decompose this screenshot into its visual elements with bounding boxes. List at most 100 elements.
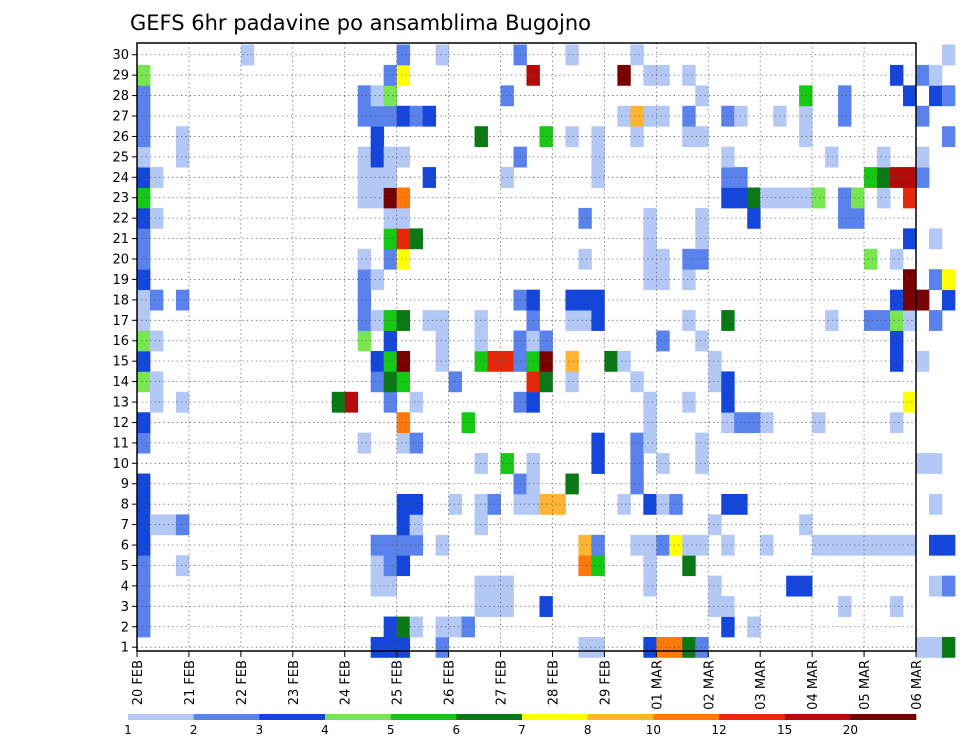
- y-axis: 1234567891011121314151617181920212223242…: [112, 48, 137, 656]
- heatmap-cell: [682, 126, 696, 148]
- heatmap-cell: [137, 126, 151, 148]
- heatmap-cell: [370, 126, 385, 148]
- heatmap-cell: [851, 207, 865, 229]
- heatmap-cell: [708, 596, 722, 617]
- heatmap-cell: [137, 269, 151, 291]
- heatmap-cell: [682, 534, 696, 556]
- heatmap-cell: [941, 269, 956, 291]
- heatmap-cell: [591, 555, 605, 577]
- y-tick-label: 4: [121, 579, 129, 594]
- y-tick-label: 30: [112, 48, 129, 63]
- heatmap-cell: [695, 534, 709, 556]
- heatmap-cell: [383, 371, 398, 393]
- heatmap-cell: [149, 167, 164, 188]
- heatmap-cell: [565, 350, 579, 372]
- heatmap-cell: [396, 555, 411, 577]
- heatmap-cell: [383, 85, 398, 107]
- heatmap-cell: [877, 310, 891, 331]
- heatmap-cell: [838, 596, 852, 617]
- heatmap-cell: [137, 310, 151, 331]
- y-tick-label: 21: [112, 232, 129, 247]
- heatmap-cell: [137, 248, 151, 270]
- heatmap-cell: [435, 616, 449, 638]
- heatmap-cell: [370, 146, 385, 168]
- heatmap-cell: [357, 248, 372, 270]
- heatmap-cell: [137, 412, 151, 434]
- heatmap-cell: [903, 187, 917, 209]
- heatmap-cell: [591, 636, 605, 658]
- heatmap-cell: [396, 412, 411, 434]
- heatmap-cell: [890, 167, 904, 188]
- heatmap-cell: [695, 207, 709, 229]
- y-tick-label: 6: [121, 539, 129, 554]
- heatmap-cell: [461, 616, 475, 638]
- x-tick-label: 20 FEB: [131, 660, 146, 705]
- x-tick-label: 21 FEB: [183, 660, 198, 705]
- heatmap-cell: [838, 105, 852, 127]
- heatmap-cell: [409, 616, 424, 638]
- heatmap-cell: [721, 310, 735, 331]
- heatmap-cell: [682, 555, 696, 577]
- heatmap-cell: [643, 248, 657, 270]
- heatmap-cell: [435, 636, 449, 658]
- y-tick-label: 10: [112, 457, 129, 472]
- heatmap-cell: [370, 371, 385, 393]
- y-tick-label: 2: [121, 620, 129, 635]
- heatmap-cell: [890, 330, 904, 352]
- heatmap-cell: [175, 146, 190, 168]
- heatmap-cell: [877, 187, 891, 209]
- heatmap-cell: [864, 167, 878, 188]
- legend-label: 20: [843, 723, 858, 737]
- heatmap-cell: [617, 64, 631, 86]
- heatmap-cell: [656, 534, 670, 556]
- heatmap-cell: [643, 432, 657, 454]
- legend-label: 15: [777, 723, 792, 737]
- heatmap-cell: [682, 64, 696, 86]
- heatmap-cell: [565, 310, 579, 331]
- heatmap-cell: [396, 310, 411, 331]
- heatmap-cell: [838, 534, 852, 556]
- heatmap-cell: [812, 412, 826, 434]
- legend-label: 5: [387, 723, 395, 737]
- heatmap-cell: [396, 616, 411, 638]
- heatmap-cell: [669, 636, 683, 658]
- heatmap-cell: [928, 228, 943, 250]
- legend-swatch: [390, 714, 457, 720]
- heatmap-cell: [928, 575, 943, 597]
- heatmap-cell: [565, 473, 579, 495]
- heatmap-cell: [721, 167, 735, 188]
- heatmap-cell: [928, 493, 943, 515]
- x-tick-label: 22 FEB: [235, 660, 250, 705]
- heatmap-cell: [357, 146, 372, 168]
- legend-swatch: [193, 714, 260, 720]
- heatmap-cell: [630, 473, 644, 495]
- y-tick-label: 14: [112, 375, 129, 390]
- heatmap-cell: [643, 493, 657, 515]
- heatmap-cell: [396, 207, 411, 229]
- heatmap-cell: [656, 248, 670, 270]
- heatmap-cell: [941, 636, 956, 658]
- heatmap-cell: [890, 534, 904, 556]
- heatmap-cell: [864, 248, 878, 270]
- heatmap-cell: [137, 514, 151, 536]
- heatmap-cell: [721, 412, 735, 434]
- heatmap-cell: [357, 167, 372, 188]
- heatmap-cell: [721, 493, 735, 515]
- heatmap-cell: [396, 146, 411, 168]
- heatmap-cell: [539, 493, 553, 515]
- heatmap-cell: [591, 289, 605, 311]
- heatmap-cell: [578, 248, 592, 270]
- legend-label: 6: [453, 723, 461, 737]
- x-tick-label: 24 FEB: [339, 660, 354, 705]
- legend-label: 3: [256, 723, 264, 737]
- heatmap-cell: [643, 105, 657, 127]
- heatmap-cell: [630, 432, 644, 454]
- heatmap-cell: [383, 391, 398, 413]
- heatmap-cell: [669, 493, 683, 515]
- y-tick-label: 18: [112, 293, 129, 308]
- heatmap-cell: [396, 493, 411, 515]
- heatmap-cell: [409, 391, 424, 413]
- heatmap-cell: [149, 514, 164, 536]
- heatmap-cell: [643, 269, 657, 291]
